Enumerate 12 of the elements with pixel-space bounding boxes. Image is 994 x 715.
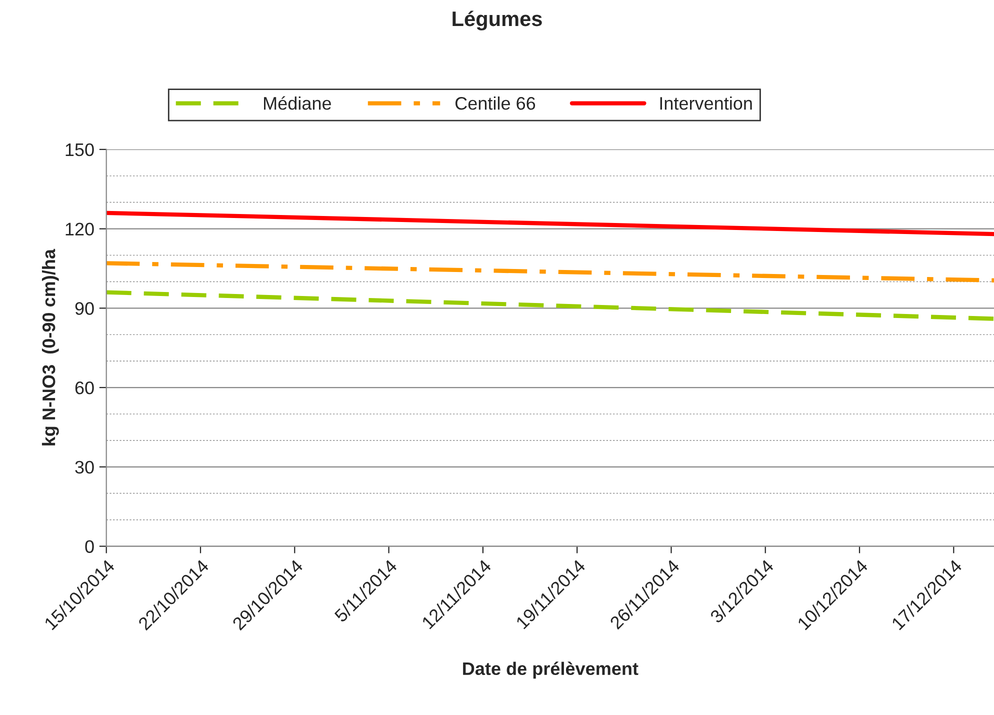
y-tick-label: 90 <box>75 302 94 315</box>
y-tick-label: 150 <box>66 143 94 156</box>
y-tick-label: 30 <box>75 460 94 474</box>
legend-label: Centile 66 <box>455 96 536 110</box>
y-tick-label: 60 <box>75 381 94 394</box>
x-axis-title: Date de prélèvement <box>463 662 638 679</box>
legend-label: Intervention <box>660 96 752 110</box>
legend-label: Médiane <box>264 96 331 110</box>
chart-title: Légumes <box>452 10 542 30</box>
y-tick-label: 0 <box>85 540 94 553</box>
y-tick-label: 120 <box>66 222 94 236</box>
y-axis-title: kg N-NO3 (0-90 cm)/ha <box>42 248 59 446</box>
